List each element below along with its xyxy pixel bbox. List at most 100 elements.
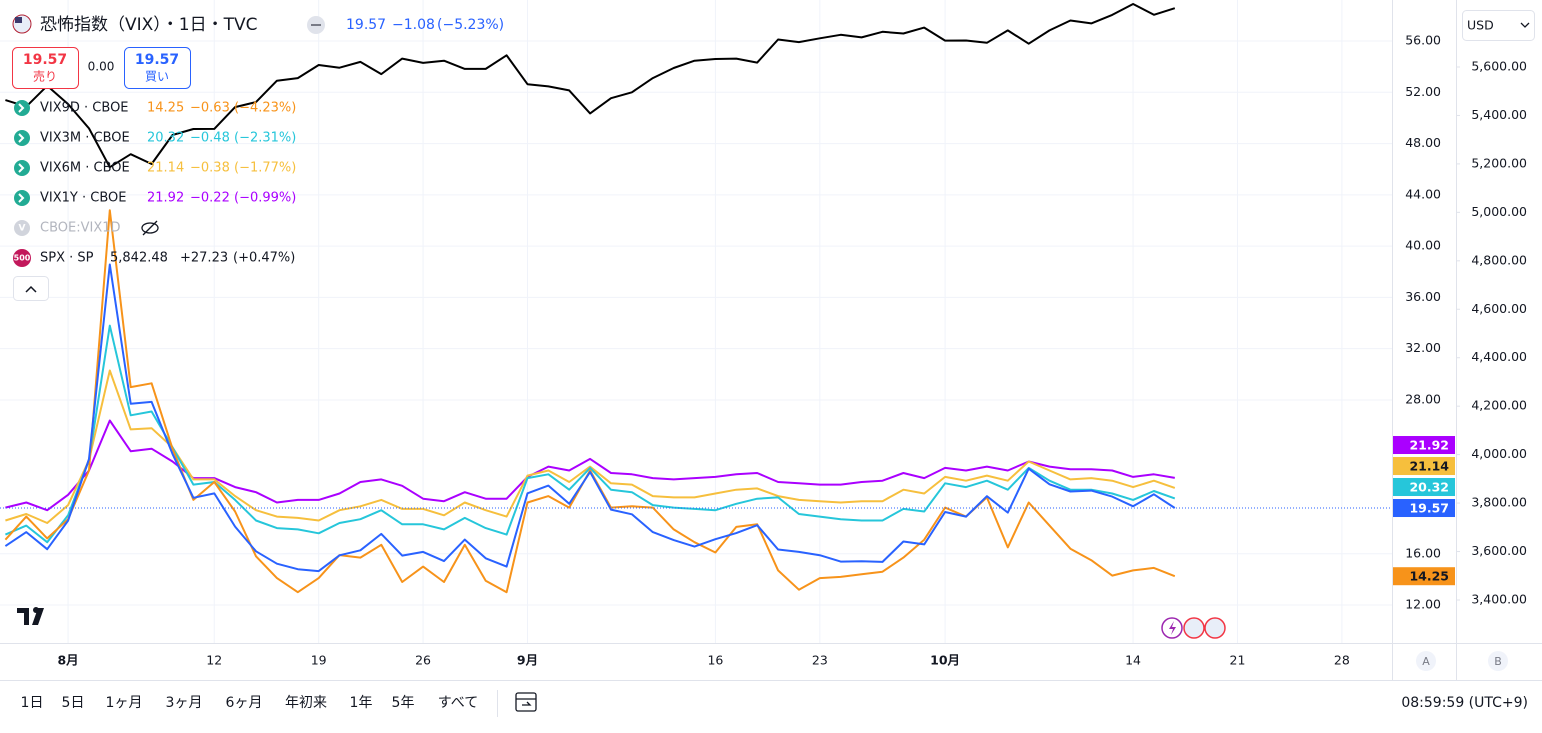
calendar-icon	[522, 701, 532, 706]
series-badge	[18, 163, 25, 173]
clock: 08:59:59 (UTC+9)	[1401, 695, 1528, 711]
y2-tick-label: 4,600.00	[1471, 301, 1527, 316]
range-button[interactable]: 6ヶ月	[226, 695, 263, 711]
eye-off-icon	[141, 222, 159, 234]
series-line	[5, 419, 1175, 512]
currency: USD	[1467, 18, 1494, 33]
series-name: VIX1Y · CBOE	[40, 191, 126, 206]
series-change: −0.48	[190, 131, 230, 146]
series-badge	[18, 103, 25, 113]
axes: 12.00 16.00 28.00 32.00 36.00 40.00 44.00 48.00…	[57, 33, 1527, 671]
x-tick-label: 26	[415, 653, 431, 668]
series-value: 5,842.48	[110, 251, 168, 266]
buy-button[interactable]	[124, 47, 191, 89]
axis-button[interactable]	[1416, 651, 1436, 671]
y-tick-label: 36.00	[1405, 289, 1441, 304]
price-label	[1393, 499, 1455, 518]
change: −1.08	[392, 17, 435, 33]
currency-select[interactable]	[1462, 10, 1535, 41]
y2-tick-label: 5,200.00	[1471, 155, 1527, 170]
series-badge-text: 500	[14, 254, 31, 263]
price-label	[1393, 457, 1455, 476]
series-change: −0.63	[190, 101, 230, 116]
range-button[interactable]: すべて	[438, 695, 478, 711]
price-label	[1393, 478, 1455, 497]
series-badge	[14, 220, 30, 236]
spread: 0.00	[88, 60, 115, 74]
y2-tick-label: 4,200.00	[1471, 398, 1527, 413]
range-button[interactable]: 1ヶ月	[106, 695, 143, 711]
series-percent: (−0.99%)	[234, 191, 296, 206]
series-line	[5, 324, 1176, 544]
price-label	[1393, 567, 1455, 586]
series-badge	[18, 193, 25, 203]
y-tick-label: 56.00	[1405, 33, 1441, 48]
event-icon[interactable]	[1183, 617, 1205, 639]
y2-tick-label: 4,400.00	[1471, 349, 1527, 364]
eye-off-icon[interactable]	[141, 220, 159, 236]
plot	[0, 3, 1392, 594]
buy-label: 買い	[145, 70, 169, 84]
toolbar: 1日 5日 1ヶ月 3ヶ月 6ヶ月 年初来 1年 5年 すべて	[21, 694, 479, 711]
series-badge-text: V	[19, 224, 26, 234]
series-percent: (−1.77%)	[234, 161, 296, 176]
calendar-icon[interactable]	[515, 692, 537, 712]
series-name: VIX3M · CBOE	[40, 131, 130, 146]
series-percent: (−2.31%)	[234, 131, 296, 146]
series-value: 21.92	[147, 191, 184, 206]
y2-tick-label: 3,400.00	[1471, 591, 1527, 606]
event-icon[interactable]	[1204, 617, 1226, 639]
flag-icon	[15, 17, 22, 23]
sell-price: 19.57	[23, 52, 67, 68]
x-tick-label: 9月	[517, 653, 538, 668]
series-change: −0.38	[190, 161, 230, 176]
series-change: +27.23	[180, 251, 228, 266]
y-tick-label: 16.00	[1405, 545, 1441, 560]
series-percent: (+0.47%)	[233, 251, 295, 266]
x-tick-label: 19	[311, 653, 327, 668]
y2-tick-label: 4,000.00	[1471, 446, 1527, 461]
y-tick-label: 12.00	[1405, 597, 1441, 612]
series-badge	[13, 249, 31, 267]
series-line	[5, 3, 1176, 169]
axis-button[interactable]	[1488, 651, 1508, 671]
x-tick-label: 28	[1334, 653, 1350, 668]
logo	[33, 607, 39, 613]
sell-button[interactable]	[12, 47, 79, 89]
series-badge	[18, 133, 25, 143]
y2-tick-label: 4,800.00	[1471, 252, 1527, 267]
collapse-button[interactable]	[13, 276, 49, 301]
y2-tick-label: 3,800.00	[1471, 495, 1527, 510]
range-button[interactable]: 年初来	[285, 694, 327, 711]
price-label-text: 21.92	[1409, 438, 1449, 453]
buy-price: 19.57	[135, 52, 179, 68]
grid	[0, 0, 1392, 643]
calendar-icon	[515, 692, 537, 712]
y-tick-label: 44.00	[1405, 186, 1441, 201]
series-change: −0.22	[190, 191, 230, 206]
range-button[interactable]: 1日	[21, 695, 44, 711]
price-label	[1393, 436, 1455, 455]
series-line	[4, 263, 1176, 573]
x-tick-label: 12	[206, 653, 222, 668]
y-tick-label: 40.00	[1405, 238, 1441, 253]
y2-tick-label: 5,400.00	[1471, 107, 1527, 122]
y-tick-label: 28.00	[1405, 391, 1441, 406]
x-tick-label: 16	[707, 653, 723, 668]
y2-tick-label: 5,600.00	[1471, 58, 1527, 73]
y2-tick-label: 3,600.00	[1471, 543, 1527, 558]
series-value: 21.14	[147, 161, 184, 176]
range-button[interactable]: 5日	[62, 695, 85, 711]
x-tick-label: 14	[1125, 653, 1141, 668]
y-tick-label: 32.00	[1405, 340, 1441, 355]
range-button[interactable]: 1年	[350, 695, 373, 711]
y-tick-label: 52.00	[1405, 84, 1441, 99]
series-name: VIX9D · CBOE	[40, 101, 129, 116]
range-button[interactable]: 5年	[392, 695, 415, 711]
series-percent: (−4.23%)	[234, 101, 296, 116]
y-tick-label: 48.00	[1405, 135, 1441, 150]
series-name: VIX6M · CBOE	[40, 161, 130, 176]
range-button[interactable]: 3ヶ月	[166, 695, 203, 711]
hidden-series-name: CBOE:VIX1D	[40, 221, 121, 236]
